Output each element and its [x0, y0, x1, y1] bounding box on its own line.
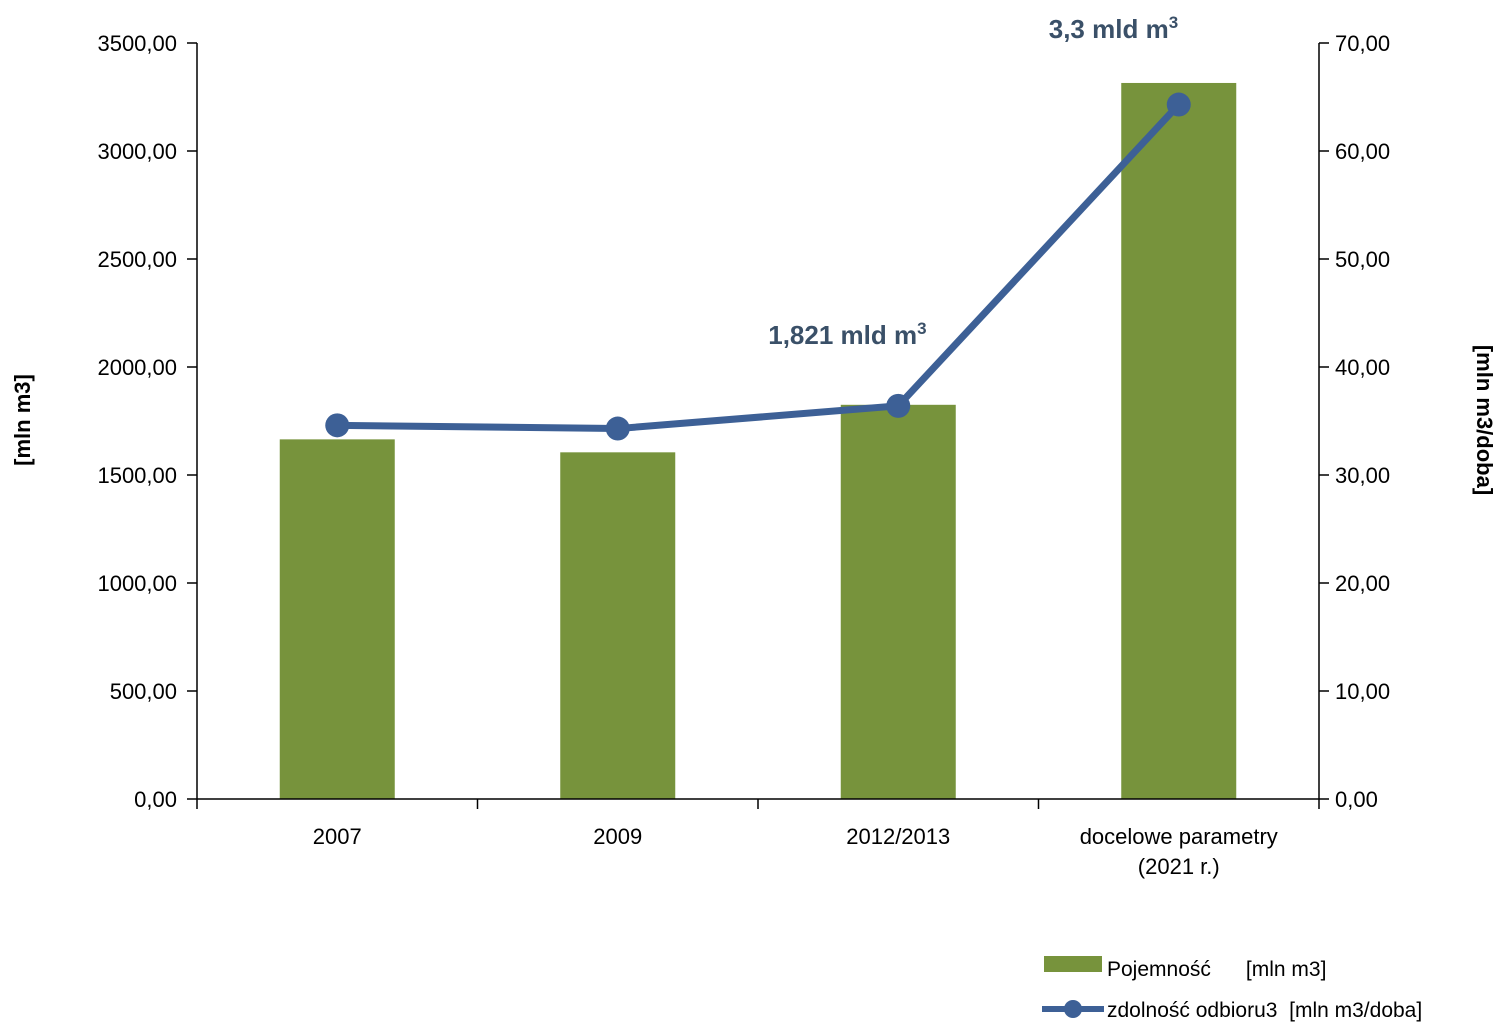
legend-line-marker — [1064, 1000, 1082, 1018]
line-point — [886, 393, 911, 418]
line-series-path — [337, 102, 1182, 433]
annotation-label: 1,821 mld m3 — [768, 319, 926, 350]
legend: Pojemność [mln m3] zdolność odbioru3 [ml… — [1042, 956, 1422, 1022]
bars-layer — [279, 82, 1237, 799]
y-left-tick-label: 3500,00 — [97, 31, 177, 56]
y-left-axis-title: [mln m3] — [10, 374, 35, 466]
y-left-tick-label: 2500,00 — [97, 247, 177, 272]
labels-layer: 0,00 500,00 1000,00 1500,00 2000,00 2500,00 30… — [97, 13, 1390, 879]
line-series-layer — [325, 92, 1191, 441]
y-left-tick-label: 1000,00 — [97, 571, 177, 596]
y-right-tick-label: 60,00 — [1335, 139, 1390, 164]
y-left-tick-label: 500,00 — [110, 679, 177, 704]
y-right-tick-label: 50,00 — [1335, 247, 1390, 272]
axes-layer — [187, 42, 1329, 809]
line-point — [1166, 92, 1191, 117]
y-right-axis-title: [mln m3/doba] — [1472, 345, 1497, 495]
line-point — [605, 416, 630, 441]
y-right-tick-label: 0,00 — [1335, 787, 1378, 812]
x-category-label: 2009 — [593, 824, 642, 849]
x-category-label: docelowe parametry — [1080, 824, 1278, 849]
x-category-label: (2021 r.) — [1138, 854, 1220, 879]
y-right-tick-label: 40,00 — [1335, 355, 1390, 380]
y-right-tick-label: 20,00 — [1335, 571, 1390, 596]
x-category-label: 2007 — [313, 824, 362, 849]
line-point — [325, 413, 350, 438]
bar — [1121, 82, 1237, 799]
bar — [560, 452, 676, 799]
y-left-tick-label: 1500,00 — [97, 463, 177, 488]
x-category-label: 2012/2013 — [846, 824, 950, 849]
y-right-tick-label: 10,00 — [1335, 679, 1390, 704]
annotation-label: 3,3 mld m3 — [1049, 13, 1178, 44]
legend-bar-label: Pojemność [mln m3] — [1107, 958, 1326, 981]
y-left-tick-label: 3000,00 — [97, 139, 177, 164]
bar — [840, 404, 956, 799]
y-left-tick-label: 2000,00 — [97, 355, 177, 380]
legend-line-label: zdolność odbioru3 [mln m3/doba] — [1107, 999, 1422, 1022]
y-right-tick-label: 70,00 — [1335, 31, 1390, 56]
y-right-tick-label: 30,00 — [1335, 463, 1390, 488]
y-left-tick-label: 0,00 — [134, 787, 177, 812]
bar — [279, 439, 395, 799]
legend-bar-swatch — [1044, 956, 1102, 972]
